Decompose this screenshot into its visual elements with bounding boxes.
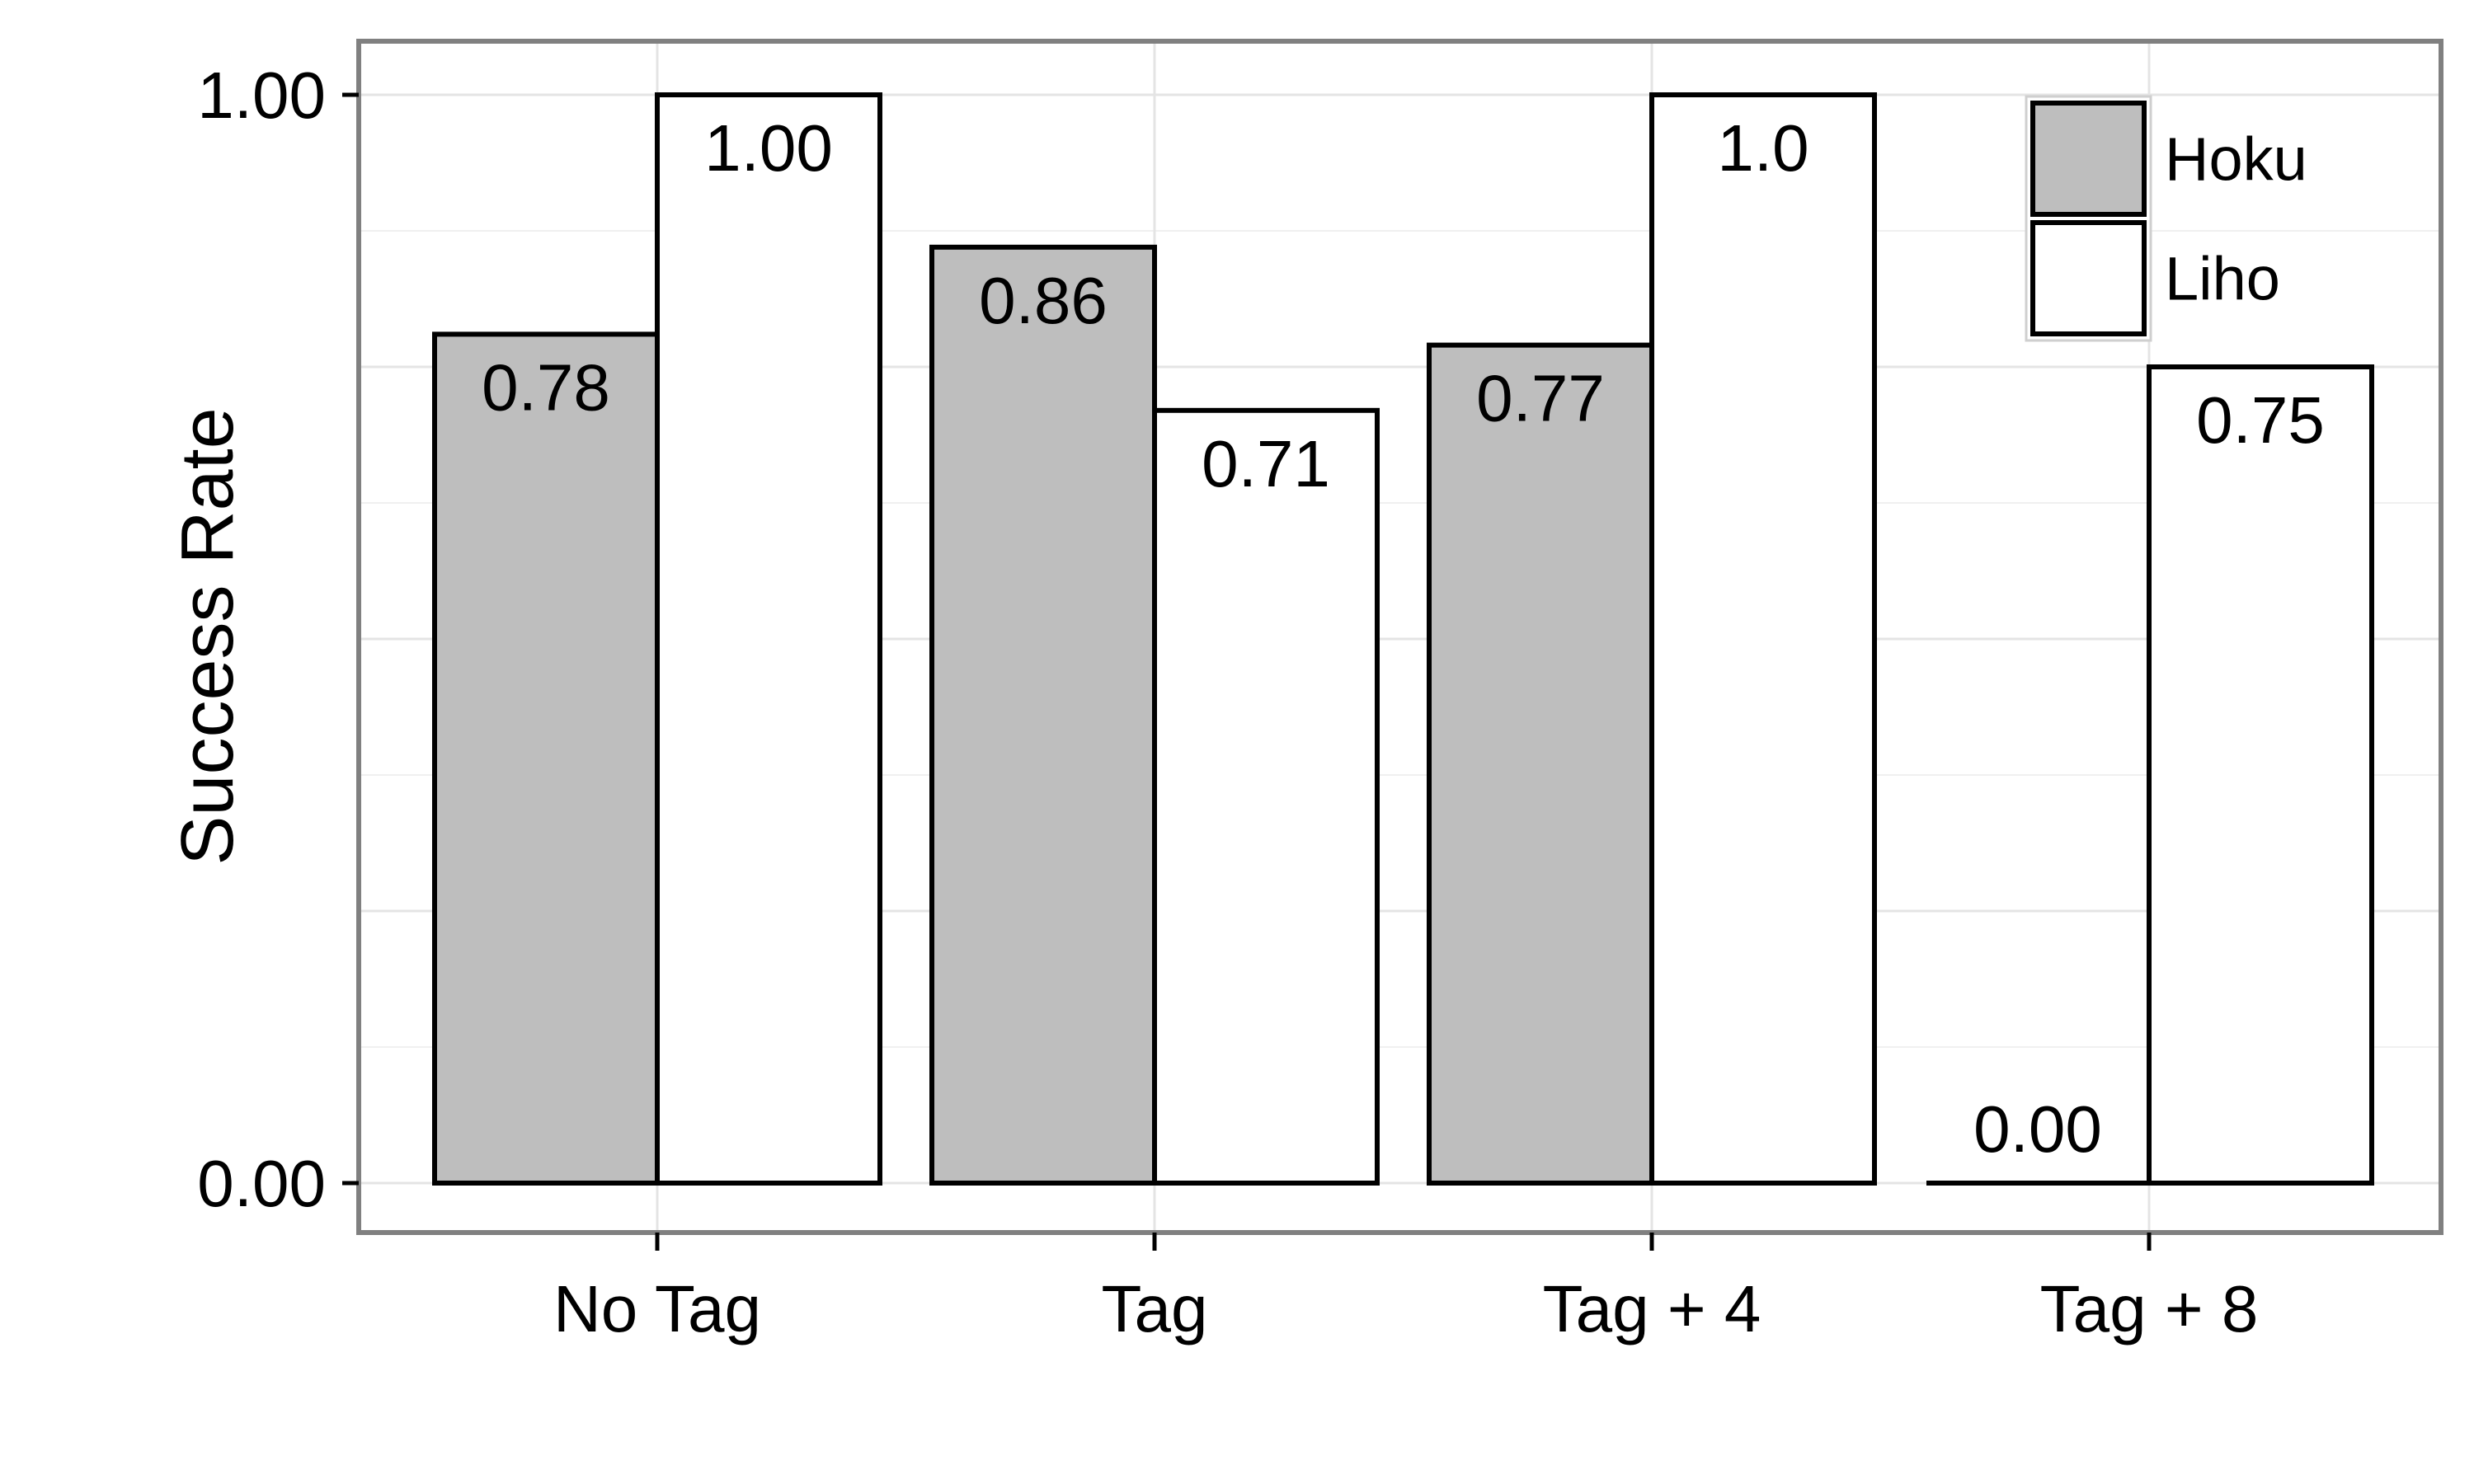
plot-panel-border	[356, 39, 2443, 1235]
y-tick-label: 0.00	[197, 1147, 326, 1220]
y-tick-label: 1.00	[197, 59, 326, 132]
bar-liho	[2147, 364, 2374, 1186]
bar-liho	[655, 92, 882, 1186]
legend-key-hoku	[2030, 101, 2147, 217]
bar-value-label: 0.86	[979, 264, 1108, 337]
bar-value-labels: 0.78 0.86 0.77 0.00 1.00 0.71 1.0 0.75	[482, 111, 2325, 1166]
bars	[432, 92, 2374, 1186]
bar-value-label: 0.00	[1973, 1092, 2102, 1166]
bar-liho	[1152, 407, 1380, 1186]
x-tick-label: No Tag	[553, 1272, 761, 1345]
bar-value-label: 0.78	[482, 350, 610, 424]
bar-value-label: 0.71	[1202, 427, 1330, 500]
legend: Hoku Liho	[2025, 95, 2307, 342]
legend-label: Liho	[2165, 245, 2280, 313]
bar-hoku	[432, 331, 660, 1186]
bar-value-label: 1.00	[704, 111, 833, 185]
x-tick-label: Tag + 8	[2040, 1272, 2259, 1345]
bar-liho	[1649, 92, 1877, 1186]
bar-value-label: 0.75	[2196, 383, 2325, 457]
bar-hoku	[1427, 342, 1654, 1186]
x-tick-label: Tag + 4	[1543, 1272, 1761, 1345]
y-axis-title: Success Rate	[167, 407, 249, 865]
y-axis: 0.00 1.00	[197, 59, 359, 1220]
x-axis: No Tag Tag Tag + 4 Tag + 8	[553, 1233, 2258, 1345]
legend-key-liho	[2030, 220, 2147, 336]
x-tick-label: Tag	[1102, 1272, 1208, 1345]
legend-label: Hoku	[2165, 125, 2307, 194]
bar-value-label: 1.0	[1717, 111, 1808, 185]
bar-value-label: 0.77	[1476, 362, 1605, 435]
bar-hoku	[929, 244, 1157, 1186]
